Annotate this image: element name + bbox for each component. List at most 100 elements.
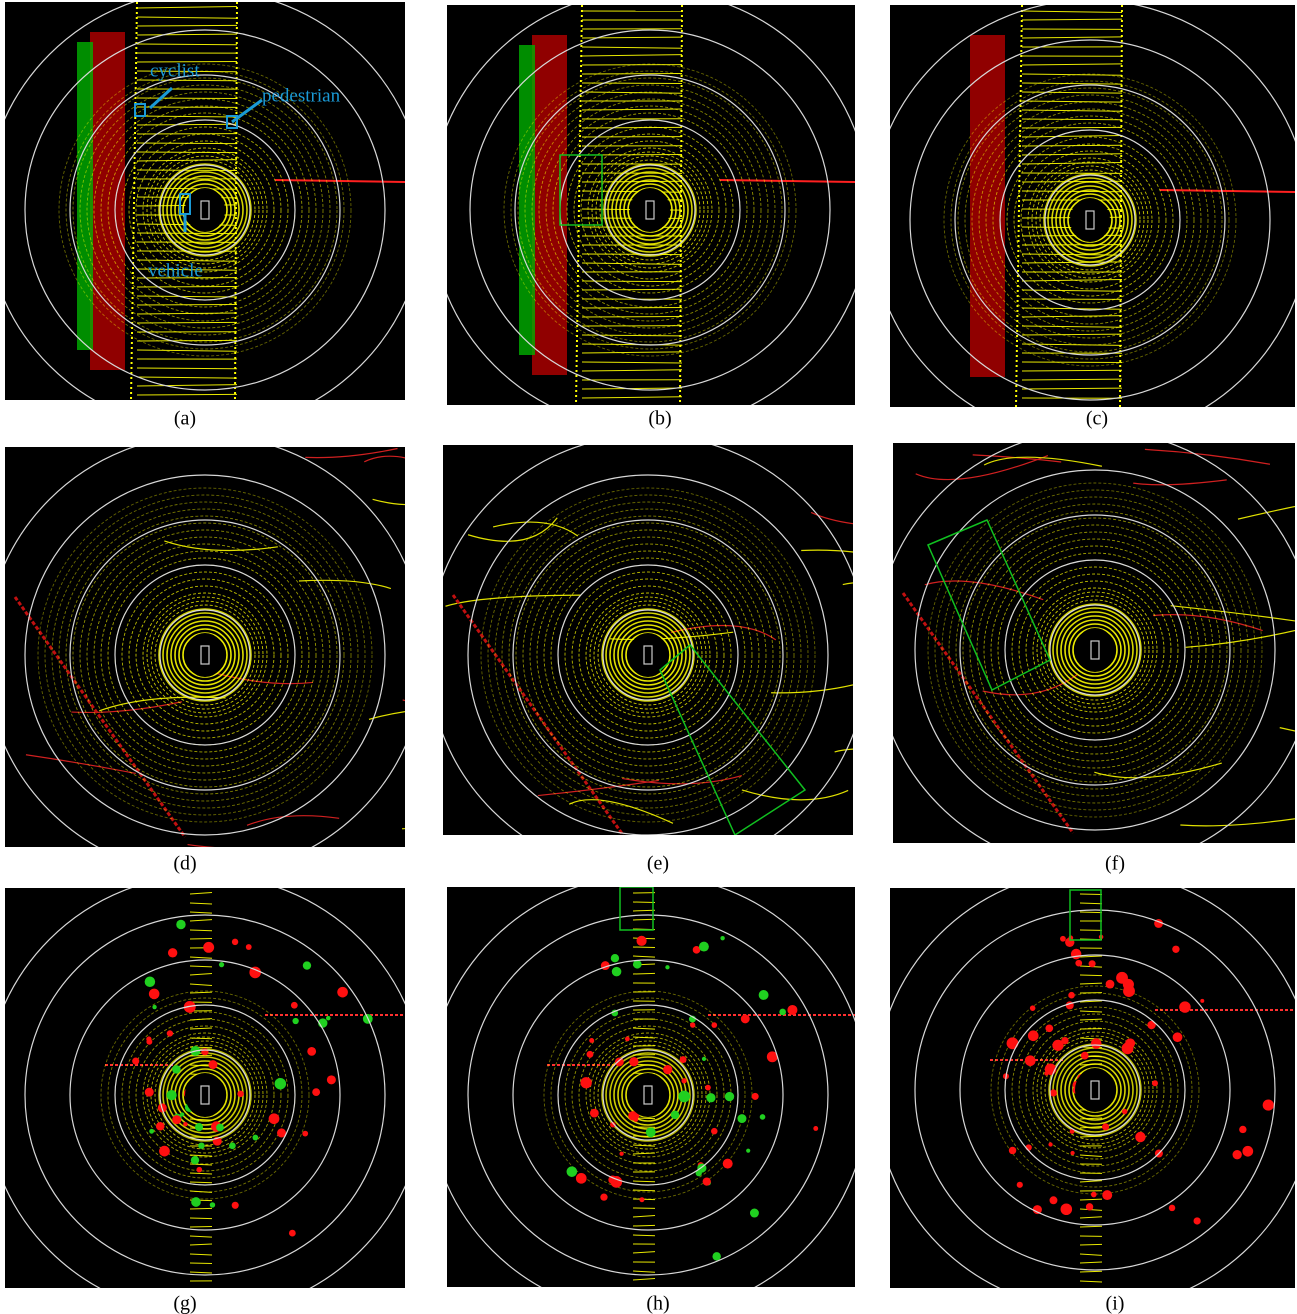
object-points — [183, 1122, 187, 1126]
road-scan — [190, 938, 212, 939]
road-scan — [1022, 370, 1122, 371]
road-scan — [582, 127, 682, 128]
object-points — [600, 1194, 607, 1201]
road-scan — [1080, 975, 1102, 976]
panel — [875, 870, 1297, 1310]
figure: (a)(b)(c)(d)(e)(f)(g)(h)(i)cyclistpedest… — [0, 0, 1297, 1314]
object-points — [229, 1142, 236, 1149]
object-points — [705, 1085, 711, 1091]
annotation-label: cyclist — [150, 60, 200, 81]
panel-caption: (c) — [1086, 408, 1108, 430]
object-points — [680, 1056, 687, 1063]
object-points — [1102, 1123, 1109, 1130]
object-points — [590, 1109, 599, 1118]
object-points — [1263, 1099, 1274, 1110]
road-scan — [190, 1208, 212, 1209]
object-points — [1048, 1142, 1052, 1146]
object-points — [665, 965, 669, 969]
object-points — [203, 942, 214, 953]
object-points — [1009, 1147, 1016, 1154]
object-points — [275, 1078, 287, 1090]
object-points — [191, 1156, 199, 1164]
object-points — [1122, 1109, 1127, 1114]
object-points — [725, 1092, 734, 1101]
object-points — [589, 1038, 594, 1043]
panel — [870, 0, 1297, 440]
object-points — [587, 1051, 594, 1058]
panel-caption: (b) — [648, 408, 671, 430]
object-points — [1068, 992, 1075, 999]
object-points — [159, 1146, 170, 1157]
road-scan — [190, 1218, 212, 1219]
panel — [0, 435, 497, 875]
object-points — [787, 1005, 797, 1015]
object-points — [639, 1197, 644, 1202]
sensor-shadow — [1075, 1068, 1115, 1112]
road-scan — [633, 973, 655, 974]
object-points — [195, 1123, 203, 1131]
object-points — [567, 1166, 578, 1177]
object-points — [576, 1173, 587, 1184]
object-points — [210, 1202, 215, 1207]
object-points — [1116, 972, 1128, 984]
road-scan — [1022, 127, 1122, 128]
sensor-shadow — [185, 633, 225, 677]
object-points — [625, 1037, 630, 1042]
object-points — [1106, 980, 1115, 989]
object-points — [1045, 1024, 1053, 1032]
object-points — [208, 1060, 217, 1069]
sensor-shadow — [628, 1073, 668, 1117]
wall-green — [77, 42, 93, 350]
sensor-shadow — [1075, 628, 1115, 672]
sensor-shadow — [630, 188, 670, 232]
object-points — [706, 1093, 715, 1102]
object-points — [760, 1114, 766, 1120]
road-scan — [190, 1226, 212, 1227]
road-scan — [1080, 894, 1102, 895]
object-points — [1007, 1037, 1019, 1049]
object-points — [779, 1009, 786, 1016]
panel — [430, 0, 870, 430]
object-points — [337, 987, 348, 998]
object-points — [168, 948, 177, 957]
road-scan — [137, 44, 237, 45]
annotation-label: pedestrian — [262, 85, 341, 106]
panel-caption: (e) — [647, 853, 669, 875]
object-points — [145, 1088, 154, 1097]
object-points — [629, 1057, 638, 1066]
object-points — [741, 1014, 750, 1023]
panel-caption: (a) — [174, 408, 196, 430]
sensor-shadow — [185, 1073, 225, 1117]
object-points — [198, 1142, 204, 1148]
object-points — [663, 1065, 672, 1074]
object-points — [307, 1047, 316, 1056]
road-scan — [137, 170, 237, 171]
object-points — [813, 1126, 818, 1131]
panel — [428, 875, 868, 1314]
object-points — [580, 1077, 591, 1088]
object-points — [619, 1152, 623, 1156]
object-points — [191, 1197, 201, 1207]
sensor-shadow — [628, 633, 668, 677]
road-scan — [137, 98, 237, 99]
object-points — [671, 1111, 679, 1119]
object-points — [312, 1088, 320, 1096]
object-points — [1044, 1071, 1048, 1075]
road-scan — [137, 152, 237, 153]
object-points — [678, 1091, 690, 1103]
road-scan — [137, 394, 237, 395]
object-points — [1242, 1146, 1253, 1157]
road-scan — [1080, 1244, 1102, 1245]
object-points — [326, 1016, 331, 1021]
object-points — [1200, 999, 1204, 1003]
object-points — [1239, 1126, 1246, 1133]
object-points — [723, 1159, 733, 1169]
object-points — [1025, 1055, 1036, 1066]
object-points — [146, 1039, 152, 1045]
object-points — [291, 1002, 298, 1009]
panel-caption: (i) — [1106, 1293, 1125, 1314]
object-points — [232, 939, 238, 945]
object-points — [746, 1149, 750, 1153]
object-points — [327, 1075, 336, 1084]
object-points — [1173, 1032, 1183, 1042]
